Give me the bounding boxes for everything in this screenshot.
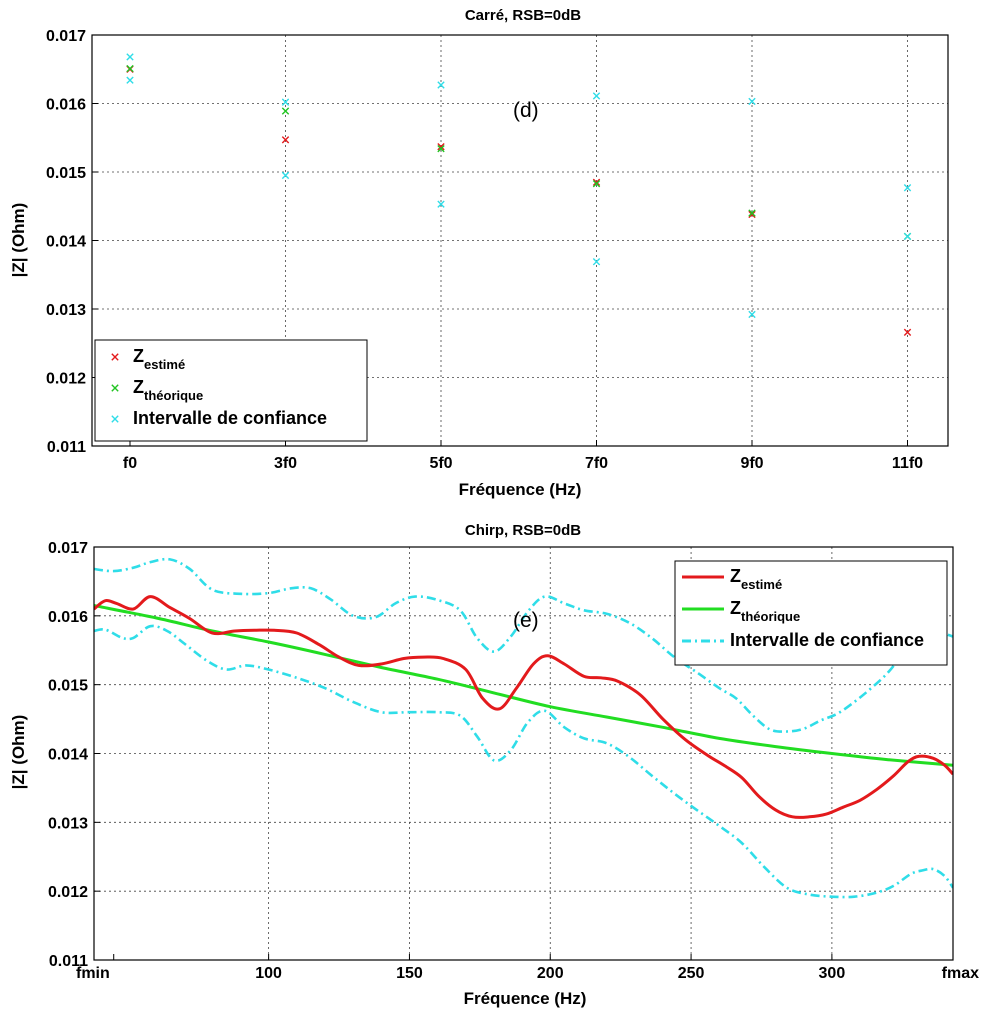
chart2-xtick-label: fmin	[76, 965, 110, 982]
chart1-point-estimé	[281, 136, 290, 144]
chart-carre: Carré, RSB=0dB f0 3f0 5f0 7f0 9f0 11f0 0.011 0.…	[9, 7, 949, 499]
chart1-xtick-label: 9f0	[740, 455, 763, 472]
chart1-point-ic-lower	[126, 76, 134, 84]
chart2-xtick-label: 150	[396, 965, 423, 982]
chart1-ticks: f0 3f0 5f0 7f0 9f0 11f0 0.011 0.012 0.013 0.014 0.…	[46, 28, 923, 472]
chart1-point-ic-upper	[281, 98, 290, 106]
chart1-legend-label: Zthéorique	[133, 377, 203, 403]
chart1-point-théorique	[126, 64, 134, 73]
chart2-annotation: (e)	[513, 609, 539, 632]
chart2-ticks: fmin 100 150 200 250 300 fmax 0.011 0.012 0.013 0.…	[48, 540, 979, 982]
chart1-ytick-label: 0.011	[47, 439, 86, 456]
chart2-xlabel: Fréquence (Hz)	[464, 989, 587, 1008]
chart2-xtick-label: 100	[255, 965, 282, 982]
chart1-legend-marker	[111, 353, 119, 361]
chart1-title: Carré, RSB=0dB	[465, 7, 581, 24]
chart2-legend-label: Intervalle de confiance	[730, 630, 924, 650]
chart1-point-ic-upper	[126, 53, 134, 61]
chart2-ytick-label: 0.013	[48, 815, 88, 832]
chart1-xtick-label: 5f0	[429, 455, 452, 472]
chart1-legend-marker	[111, 415, 119, 423]
chart1-point-estimé	[437, 142, 445, 151]
chart2-legend-label: Zestimé	[730, 566, 782, 592]
chart2-ytick-label: 0.016	[48, 609, 88, 626]
chart1-point-ic-lower	[592, 258, 601, 266]
chart1-point-théorique	[437, 145, 445, 153]
chart1-ytick-label: 0.013	[46, 302, 86, 319]
chart2-line-ic-upper	[94, 557, 953, 733]
chart1-point-ic-lower	[903, 232, 912, 241]
chart2-line-theorique	[94, 604, 953, 767]
chart-chirp: Chirp, RSB=0dB fmin 100 150 200 250 300 fmax 0.…	[9, 522, 979, 1008]
chart1-xtick-label: 3f0	[274, 455, 297, 472]
chart1-point-estimé	[592, 178, 601, 186]
chart1-xtick-label: f0	[123, 455, 137, 472]
chart2-ytick-label: 0.012	[48, 884, 88, 901]
chart1-point-ic-upper	[437, 81, 445, 89]
chart2-axes-frame	[93, 546, 954, 961]
chart1-point-théorique	[748, 209, 756, 217]
chart2-ytick-label: 0.017	[48, 540, 88, 557]
chart1-legend-label: Zestimé	[133, 346, 185, 372]
chart1-xtick-label: 11f0	[892, 455, 923, 472]
chart1-annotation: (d)	[513, 99, 539, 122]
chart1-point-ic-lower	[281, 171, 290, 180]
chart1-point-théorique	[281, 107, 290, 115]
chart2-line-ic-lower	[94, 624, 953, 899]
chart1-xlabel: Fréquence (Hz)	[459, 480, 582, 499]
chart1-xtick-label: 7f0	[585, 455, 608, 472]
chart1-point-ic-upper	[592, 92, 601, 100]
chart1-ytick-label: 0.016	[46, 97, 86, 114]
chart2-ytick-label: 0.015	[48, 678, 88, 695]
chart1-point-estimé	[748, 210, 756, 219]
chart1-grid	[92, 35, 948, 446]
chart1-marks	[126, 53, 912, 336]
chart1-point-ic-lower	[748, 310, 756, 319]
chart1-axes-frame	[91, 34, 949, 447]
chart2-xtick-label: 250	[678, 965, 705, 982]
chart1-ytick-label: 0.017	[46, 28, 86, 45]
chart1-point-théorique	[592, 179, 601, 188]
chart1-point-estimé	[903, 328, 912, 336]
chart2-xtick-label: fmax	[942, 965, 979, 982]
chart1-legend-box	[94, 339, 368, 442]
chart1-ytick-label: 0.014	[46, 234, 86, 251]
chart2-line-estime	[94, 595, 953, 819]
chart2-ylabel: |Z| (Ohm)	[9, 715, 28, 790]
chart2-ytick-label: 0.014	[48, 747, 88, 764]
chart2-legend-label: Zthéorique	[730, 598, 800, 624]
chart1-point-ic-upper	[748, 97, 756, 106]
chart2-xtick-label: 300	[819, 965, 846, 982]
chart1-legend-marker	[111, 384, 119, 392]
chart1-point-ic-upper	[903, 184, 912, 192]
chart1-legend: Zestimé Zthéorique Intervalle de confiance	[94, 339, 368, 442]
chart2-xtick-label: 200	[537, 965, 564, 982]
chart1-point-ic-lower	[437, 200, 445, 208]
chart2-ytick-label: 0.011	[49, 953, 88, 970]
chart1-ytick-label: 0.015	[46, 165, 86, 182]
chart2-title: Chirp, RSB=0dB	[465, 522, 581, 539]
chart1-ylabel: |Z| (Ohm)	[9, 203, 28, 278]
chart1-ytick-label: 0.012	[46, 371, 86, 388]
chart2-legend: Zestimé Zthéorique Intervalle de confiance	[674, 560, 948, 666]
chart1-legend-label: Intervalle de confiance	[133, 408, 327, 428]
chart2-marks	[94, 557, 953, 899]
